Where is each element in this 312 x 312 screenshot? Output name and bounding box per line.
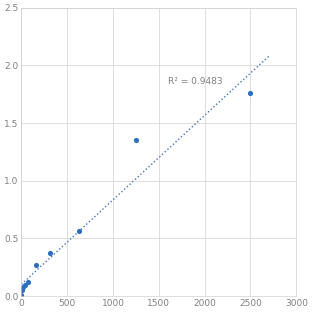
Point (248, 90, 253, 95)
Point (19, 292, 24, 297)
Point (134, 138, 139, 143)
Point (20, 288, 25, 293)
Text: R² = 0.9483: R² = 0.9483 (168, 77, 223, 86)
Point (21, 284, 26, 289)
Point (47, 251, 52, 256)
Point (26, 280, 31, 285)
Point (76, 229, 81, 234)
Point (22, 282, 27, 287)
Point (33, 262, 38, 267)
